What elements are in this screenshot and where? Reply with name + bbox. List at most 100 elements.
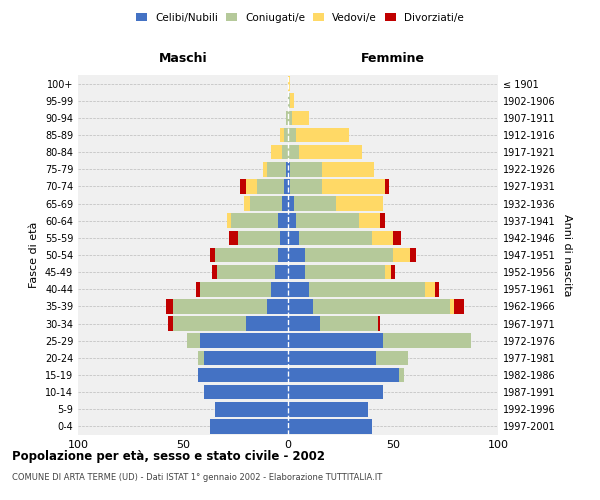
Text: Femmine: Femmine <box>361 52 425 65</box>
Bar <box>295 196 337 211</box>
Bar <box>250 196 282 211</box>
Bar <box>288 214 296 228</box>
Bar <box>454 299 464 314</box>
Bar <box>246 179 257 194</box>
Bar <box>290 179 322 194</box>
Bar <box>271 145 282 160</box>
Bar <box>257 179 284 194</box>
Bar <box>286 110 288 125</box>
Y-axis label: Fasce di età: Fasce di età <box>29 222 39 288</box>
Bar <box>288 385 383 400</box>
Bar <box>288 179 290 194</box>
Bar <box>290 162 322 176</box>
Bar <box>210 419 288 434</box>
Bar <box>320 316 379 331</box>
Bar <box>288 299 313 314</box>
Bar <box>173 299 267 314</box>
Bar <box>288 419 372 434</box>
Bar <box>299 230 372 245</box>
Bar <box>322 179 385 194</box>
Bar <box>280 128 284 142</box>
Bar <box>296 128 349 142</box>
Bar <box>227 214 232 228</box>
Bar <box>280 230 288 245</box>
Bar <box>271 282 288 296</box>
Bar <box>211 248 215 262</box>
Bar <box>385 179 389 194</box>
Bar <box>288 128 296 142</box>
Bar <box>425 282 435 296</box>
Bar <box>372 230 393 245</box>
Bar <box>305 248 393 262</box>
Bar <box>288 110 292 125</box>
Bar <box>288 316 320 331</box>
Bar <box>212 265 217 280</box>
Bar <box>322 162 374 176</box>
Bar <box>359 214 380 228</box>
Bar <box>198 368 288 382</box>
Bar <box>232 214 277 228</box>
Bar <box>275 265 288 280</box>
Bar <box>288 350 376 365</box>
Bar <box>263 162 267 176</box>
Bar <box>313 299 450 314</box>
Bar <box>292 110 309 125</box>
Bar <box>380 214 385 228</box>
Bar <box>288 162 290 176</box>
Bar <box>393 230 401 245</box>
Text: Popolazione per età, sesso e stato civile - 2002: Popolazione per età, sesso e stato civil… <box>12 450 325 463</box>
Bar <box>173 316 246 331</box>
Bar <box>305 265 385 280</box>
Bar <box>383 334 471 348</box>
Bar <box>240 179 246 194</box>
Bar <box>288 282 309 296</box>
Bar <box>288 265 305 280</box>
Bar <box>288 230 299 245</box>
Bar <box>277 248 288 262</box>
Bar <box>187 334 200 348</box>
Bar <box>385 265 391 280</box>
Bar <box>400 368 404 382</box>
Text: COMUNE DI ARTA TERME (UD) - Dati ISTAT 1° gennaio 2002 - Elaborazione TUTTITALIA: COMUNE DI ARTA TERME (UD) - Dati ISTAT 1… <box>12 472 382 482</box>
Bar <box>299 145 361 160</box>
Bar <box>200 334 288 348</box>
Bar <box>288 145 299 160</box>
Y-axis label: Anni di nascita: Anni di nascita <box>562 214 572 296</box>
Bar <box>244 196 250 211</box>
Bar <box>376 350 408 365</box>
Bar <box>337 196 383 211</box>
Bar <box>290 94 295 108</box>
Bar <box>200 282 271 296</box>
Bar <box>288 368 400 382</box>
Bar <box>435 282 439 296</box>
Bar <box>282 196 288 211</box>
Bar <box>166 299 173 314</box>
Text: Maschi: Maschi <box>158 52 208 65</box>
Bar <box>288 334 383 348</box>
Bar <box>284 179 288 194</box>
Bar <box>282 145 288 160</box>
Bar <box>288 402 368 416</box>
Bar <box>168 316 173 331</box>
Bar <box>196 282 200 296</box>
Bar <box>288 248 305 262</box>
Bar <box>267 299 288 314</box>
Bar <box>288 196 295 211</box>
Bar <box>379 316 380 331</box>
Bar <box>296 214 359 228</box>
Bar <box>284 128 288 142</box>
Bar <box>450 299 454 314</box>
Bar <box>277 214 288 228</box>
Legend: Celibi/Nubili, Coniugati/e, Vedovi/e, Divorziati/e: Celibi/Nubili, Coniugati/e, Vedovi/e, Di… <box>136 12 464 22</box>
Bar <box>410 248 416 262</box>
Bar <box>197 350 204 365</box>
Bar <box>246 316 288 331</box>
Bar <box>204 350 288 365</box>
Bar <box>215 402 288 416</box>
Bar <box>238 230 280 245</box>
Bar <box>229 230 238 245</box>
Bar <box>267 162 286 176</box>
Bar <box>286 162 288 176</box>
Bar <box>204 385 288 400</box>
Bar <box>215 248 277 262</box>
